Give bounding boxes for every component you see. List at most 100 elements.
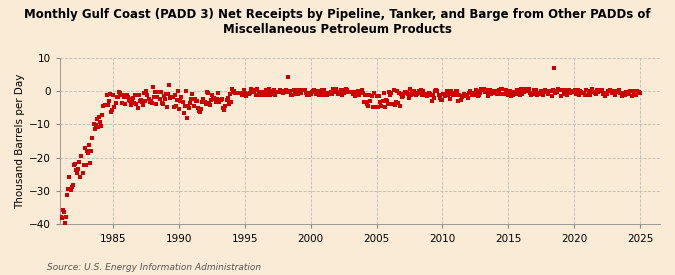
Point <box>148 85 159 89</box>
Point <box>90 123 101 128</box>
Point <box>159 97 170 102</box>
Point <box>128 96 138 100</box>
Point <box>601 92 612 96</box>
Point <box>357 91 368 95</box>
Point <box>365 98 376 103</box>
Point <box>428 93 439 97</box>
Point <box>442 89 453 94</box>
Point <box>110 100 121 105</box>
Point <box>161 92 171 97</box>
Point <box>121 93 132 97</box>
Point <box>232 90 243 95</box>
Point <box>593 89 604 94</box>
Point <box>446 92 457 96</box>
Point <box>602 88 613 93</box>
Point <box>241 94 252 98</box>
Point <box>335 88 346 93</box>
Point <box>570 92 581 97</box>
Point <box>411 92 422 97</box>
Point <box>177 100 188 104</box>
Point <box>413 89 424 94</box>
Point <box>122 95 133 100</box>
Point <box>529 88 539 92</box>
Point <box>263 89 273 93</box>
Point <box>178 111 189 116</box>
Point <box>300 91 311 95</box>
Point <box>385 93 396 97</box>
Point <box>588 90 599 94</box>
Point <box>269 88 279 92</box>
Point <box>118 93 129 97</box>
Point <box>514 93 525 97</box>
Point <box>495 92 506 96</box>
Point <box>234 91 245 95</box>
Point <box>387 102 398 107</box>
Point <box>277 91 288 95</box>
Point <box>541 90 551 94</box>
Point <box>603 89 614 93</box>
Point <box>94 115 105 119</box>
Point <box>310 92 321 96</box>
Point <box>493 89 504 93</box>
Point <box>508 93 518 97</box>
Point <box>195 109 206 114</box>
Point <box>68 163 79 168</box>
Point <box>106 109 117 114</box>
Point <box>202 91 213 95</box>
Point <box>56 215 67 220</box>
Point <box>416 88 427 92</box>
Point <box>154 97 165 101</box>
Point <box>169 93 180 98</box>
Point <box>533 91 544 95</box>
Point <box>308 89 319 94</box>
Point <box>507 91 518 96</box>
Point <box>112 95 123 100</box>
Point <box>124 99 135 104</box>
Point <box>287 92 298 97</box>
Point <box>236 93 247 98</box>
Point <box>620 93 631 98</box>
Point <box>78 163 89 167</box>
Point <box>552 90 563 94</box>
Point <box>70 162 80 166</box>
Point <box>624 89 635 93</box>
Point <box>231 91 242 95</box>
Point <box>101 103 111 108</box>
Point <box>304 93 315 97</box>
Point <box>168 105 179 109</box>
Point <box>278 89 289 94</box>
Point <box>398 94 409 98</box>
Point <box>103 99 114 103</box>
Point <box>537 92 548 97</box>
Point <box>500 88 511 92</box>
Point <box>558 92 569 96</box>
Point <box>316 92 327 97</box>
Point <box>215 98 225 102</box>
Point <box>497 87 508 92</box>
Point <box>292 92 302 96</box>
Point <box>556 88 567 92</box>
Point <box>264 87 275 92</box>
Point <box>446 89 456 93</box>
Point <box>407 91 418 95</box>
Point <box>318 93 329 98</box>
Point <box>74 160 84 164</box>
Point <box>381 98 392 103</box>
Point <box>591 87 602 92</box>
Point <box>59 210 70 214</box>
Point <box>493 88 504 92</box>
Point <box>144 100 155 105</box>
Point <box>348 90 359 95</box>
Point <box>397 95 408 99</box>
Point <box>157 102 168 107</box>
Point <box>259 92 269 97</box>
Point <box>130 93 140 97</box>
Point <box>285 89 296 93</box>
Point <box>200 101 211 106</box>
Point <box>619 91 630 95</box>
Point <box>227 87 238 92</box>
Point <box>577 91 588 95</box>
Point <box>267 92 278 96</box>
Point <box>412 91 423 95</box>
Point <box>183 104 194 108</box>
